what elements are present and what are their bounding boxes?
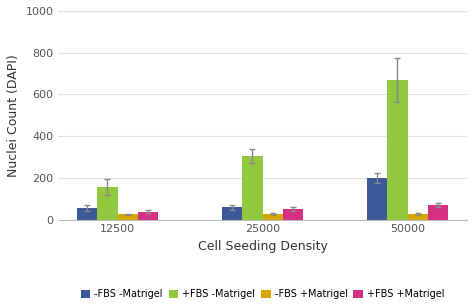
Bar [408,214,428,220]
Bar [283,209,303,220]
Legend: -FBS -Matrigel, +FBS -Matrigel, -FBS +Matrigel, +FBS +Matrigel: -FBS -Matrigel, +FBS -Matrigel, -FBS +Ma… [79,287,447,301]
Bar [367,178,387,220]
Bar [118,214,138,220]
Bar [387,80,408,220]
Bar [138,212,158,220]
X-axis label: Cell Seeding Density: Cell Seeding Density [198,240,328,253]
Bar [242,156,263,220]
Bar [428,205,448,220]
Bar [263,214,283,220]
Bar [222,207,242,220]
Bar [97,187,118,220]
Y-axis label: Nuclei Count (DAPI): Nuclei Count (DAPI) [7,54,20,177]
Bar [77,208,97,220]
